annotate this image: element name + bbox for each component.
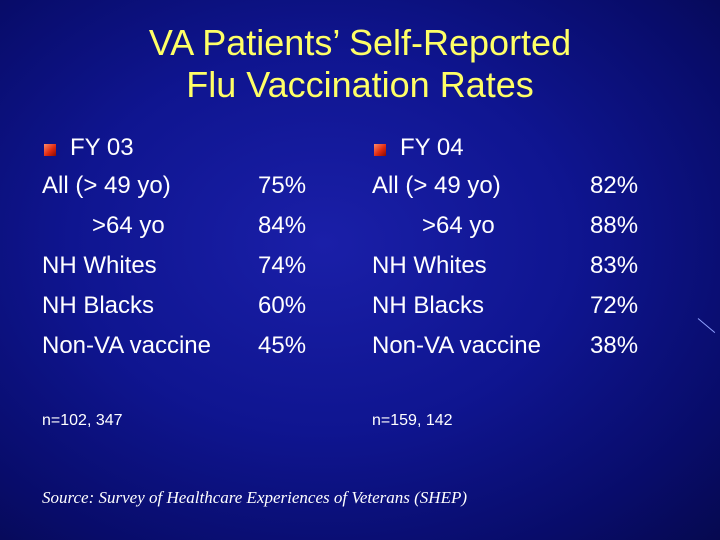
table-row: NH Whites 74% — [42, 248, 342, 288]
row-value: 38% — [590, 332, 639, 359]
fy03-heading: FY 03 — [70, 134, 134, 161]
row-value: 75% — [258, 172, 307, 199]
table-row: >64 yo 84% — [42, 208, 342, 248]
title-line-2: Flu Vaccination Rates — [186, 64, 534, 105]
fy04-heading-row: FY 04 — [372, 132, 672, 168]
row-label: All (> 49 yo) — [372, 172, 501, 199]
row-label: Non-VA vaccine — [372, 332, 541, 359]
row-value: 45% — [258, 332, 307, 359]
row-label: NH Whites — [42, 252, 157, 279]
table-row: All (> 49 yo) 82% — [372, 168, 672, 208]
fy04-column: FY 04 All (> 49 yo) 82% >64 yo 88% NH Wh… — [372, 132, 672, 368]
row-value: 82% — [590, 172, 639, 199]
title-line-1: VA Patients’ Self-Reported — [148, 22, 572, 63]
table-row: Non-VA vaccine 45% — [42, 328, 342, 368]
table-row: Non-VA vaccine 38% — [372, 328, 672, 368]
row-label: >64 yo — [92, 212, 165, 239]
table-row: NH Whites 83% — [372, 248, 672, 288]
decorative-line — [697, 318, 716, 334]
row-value: 83% — [590, 252, 639, 279]
fy04-heading: FY 04 — [400, 134, 464, 161]
source-note: Source: Survey of Healthcare Experiences… — [42, 488, 468, 507]
table-row: All (> 49 yo) 75% — [42, 168, 342, 208]
row-label: NH Whites — [372, 252, 487, 279]
square-bullet-icon — [44, 144, 56, 156]
fy03-column: FY 03 All (> 49 yo) 75% >64 yo 84% NH Wh… — [42, 132, 342, 368]
row-value: 74% — [258, 252, 307, 279]
slide-title: VA Patients’ Self-Reported Flu Vaccinati… — [0, 22, 720, 106]
table-row: NH Blacks 60% — [42, 288, 342, 328]
fy03-heading-row: FY 03 — [42, 132, 342, 168]
square-bullet-icon — [374, 144, 386, 156]
table-row: NH Blacks 72% — [372, 288, 672, 328]
row-label: NH Blacks — [372, 292, 485, 319]
row-value: 84% — [258, 212, 307, 239]
fy03-sample-size: n=102, 347 — [42, 412, 123, 429]
table-row: >64 yo 88% — [372, 208, 672, 248]
row-label: Non-VA vaccine — [42, 332, 211, 359]
row-label: NH Blacks — [42, 292, 155, 319]
row-value: 60% — [258, 292, 307, 319]
row-label: All (> 49 yo) — [42, 172, 171, 199]
fy04-sample-size: n=159, 142 — [372, 412, 453, 429]
row-value: 88% — [590, 212, 639, 239]
row-label: >64 yo — [422, 212, 495, 239]
row-value: 72% — [590, 292, 639, 319]
